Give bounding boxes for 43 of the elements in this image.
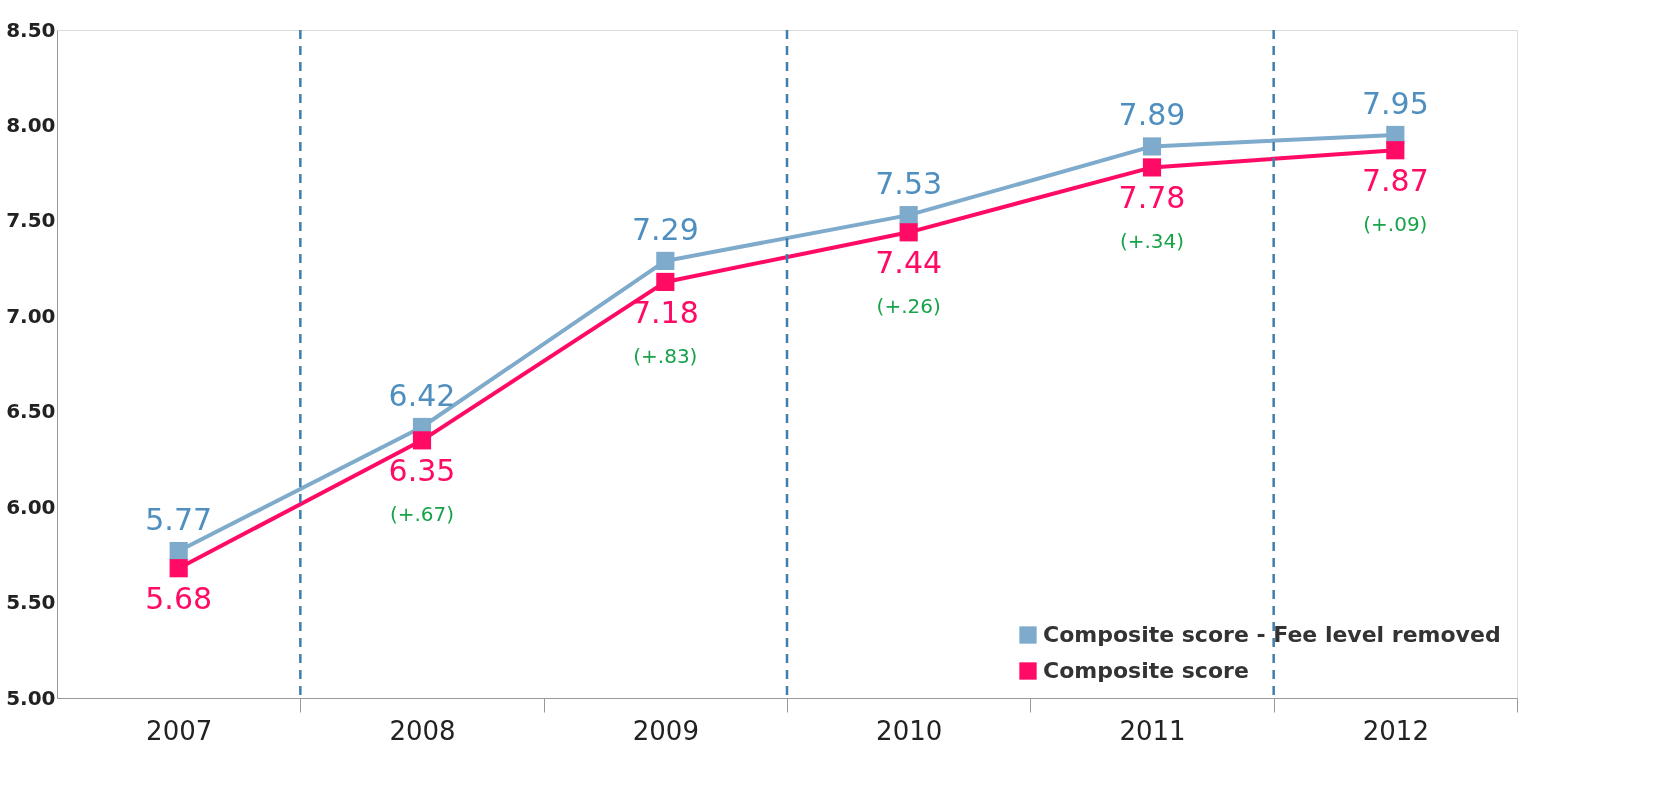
point xyxy=(899,223,918,242)
y-tick-label: 8.50 xyxy=(6,17,56,42)
point xyxy=(169,541,188,561)
data-label: 7.87 xyxy=(1361,163,1429,199)
x-tick-label: 2012 xyxy=(1362,715,1429,746)
y-tick-label: 6.50 xyxy=(6,399,56,424)
point xyxy=(169,559,188,578)
annotation: (+.83) xyxy=(633,343,698,368)
annotation: (+.26) xyxy=(876,294,941,319)
data-label: 7.89 xyxy=(1118,97,1186,133)
x-tick-label: 2009 xyxy=(632,715,699,746)
data-label: 7.95 xyxy=(1361,85,1429,121)
y-tick-label: 5.50 xyxy=(6,590,56,615)
point xyxy=(1142,137,1162,156)
x-tick-label: 2011 xyxy=(1119,715,1186,746)
data-label: 7.44 xyxy=(875,245,943,281)
y-tick-label: 5.00 xyxy=(6,685,56,710)
x-tick-label: 2010 xyxy=(876,715,943,746)
point xyxy=(656,251,675,271)
y-tick-label: 8.00 xyxy=(6,112,56,137)
data-label: 5.68 xyxy=(145,581,213,617)
data-label: 7.18 xyxy=(631,294,699,330)
y-tick-label: 7.00 xyxy=(6,303,56,328)
annotation: (+.34) xyxy=(1119,229,1185,254)
data-label: 5.77 xyxy=(145,502,213,538)
legend-label: Composite score - Fee level removed xyxy=(1043,622,1501,647)
data-label: 7.78 xyxy=(1118,180,1186,216)
legend-label: Composite score xyxy=(1043,658,1249,683)
y-tick-label: 6.00 xyxy=(6,494,56,519)
point xyxy=(656,272,675,292)
point xyxy=(412,431,432,450)
y-tick-label: 7.50 xyxy=(6,208,56,233)
data-label: 7.29 xyxy=(631,211,699,247)
point xyxy=(1386,141,1405,160)
point xyxy=(1142,158,1162,177)
annotation: (+.09) xyxy=(1363,212,1428,237)
data-label: 6.35 xyxy=(388,453,456,489)
x-tick-label: 2008 xyxy=(389,715,456,746)
x-tick-label: 2007 xyxy=(146,715,213,746)
data-label: 6.42 xyxy=(388,377,456,413)
annotation: (+.67) xyxy=(389,502,455,527)
data-label: 7.53 xyxy=(875,166,943,202)
point xyxy=(899,206,918,225)
